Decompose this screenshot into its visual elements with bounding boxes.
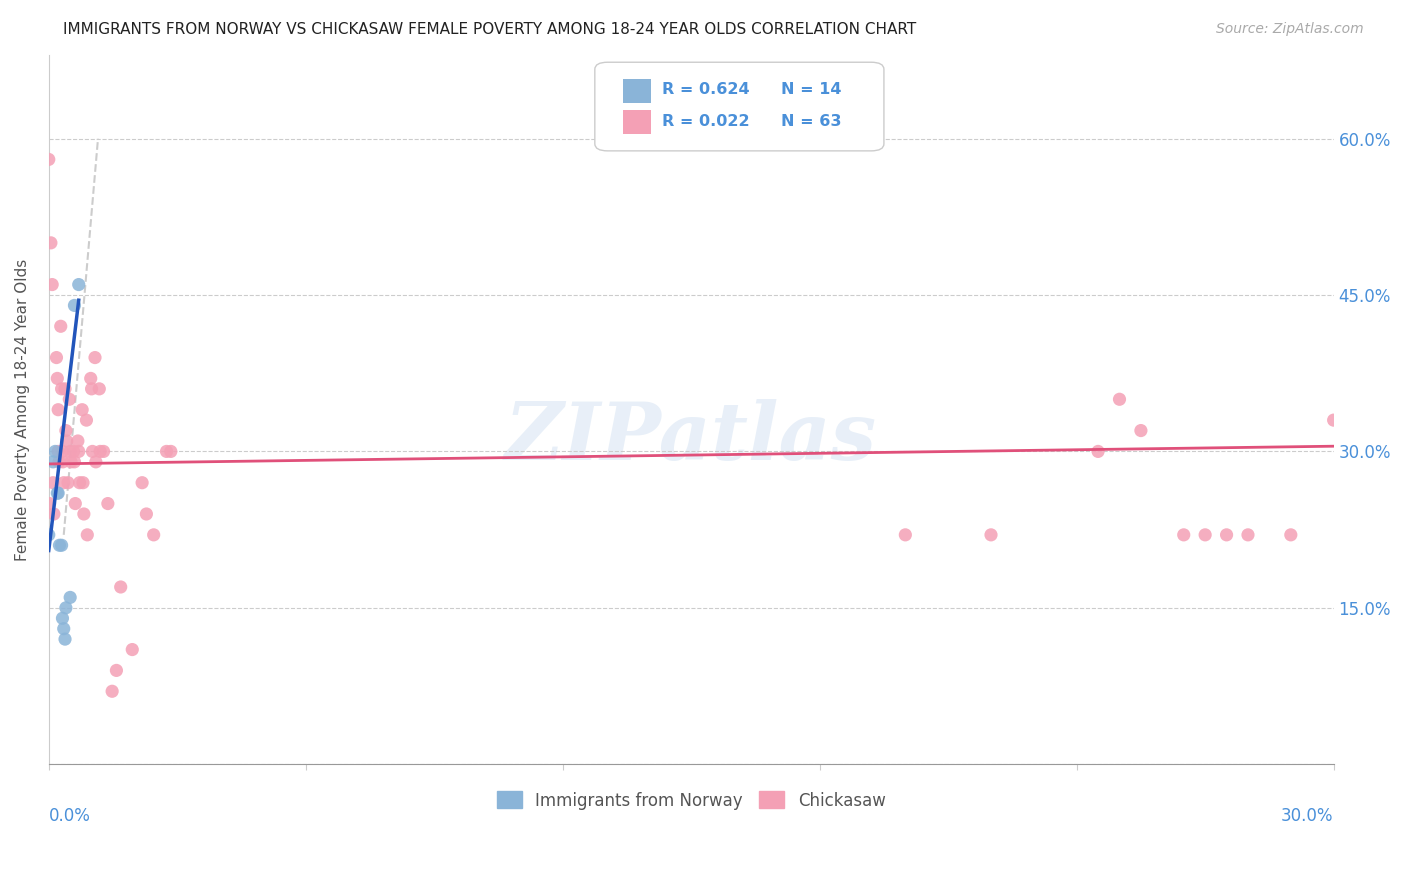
Point [82,444,104,458]
Point [75,413,97,427]
Point [72,475,94,490]
Point [60,455,83,469]
Point [101,684,124,698]
FancyBboxPatch shape [623,111,651,134]
Point [41,277,63,292]
FancyBboxPatch shape [623,79,651,103]
Point [93,444,115,458]
Point [76,528,98,542]
Point [51,611,73,625]
Text: R = 0.624: R = 0.624 [662,82,749,97]
Point [38,528,60,542]
Point [53,632,76,647]
Text: R = 0.022: R = 0.022 [662,113,749,128]
Point [58,392,80,407]
Point [38,497,60,511]
Point [48,538,70,552]
Point [59,444,82,458]
Point [80,382,103,396]
Point [1173,528,1195,542]
FancyBboxPatch shape [595,62,884,151]
Point [67,444,90,458]
Point [52,622,75,636]
Point [894,528,917,542]
Point [155,444,177,458]
Point [67,277,90,292]
Point [52,475,75,490]
Point [142,528,165,542]
Text: N = 63: N = 63 [782,113,842,128]
Text: 0.0%: 0.0% [49,807,90,825]
Text: N = 14: N = 14 [782,82,842,97]
Point [51,382,73,396]
Point [73,507,96,521]
Point [46,486,69,500]
Text: IMMIGRANTS FROM NORWAY VS CHICKASAW FEMALE POVERTY AMONG 18-24 YEAR OLDS CORRELA: IMMIGRANTS FROM NORWAY VS CHICKASAW FEMA… [63,22,917,37]
Point [66,434,89,448]
Point [1087,444,1109,458]
Point [48,455,70,469]
Point [38,153,60,167]
Text: Source: ZipAtlas.com: Source: ZipAtlas.com [1216,22,1364,37]
Point [80,371,103,385]
Text: 30.0%: 30.0% [1281,807,1334,825]
Point [42,455,65,469]
Point [53,382,76,396]
Point [51,444,73,458]
Point [46,486,69,500]
Point [97,497,120,511]
Point [84,351,107,365]
Point [39,235,62,250]
Point [59,591,82,605]
Legend: Immigrants from Norway, Chickasaw: Immigrants from Norway, Chickasaw [491,785,893,816]
Point [46,444,69,458]
Point [110,580,132,594]
Point [45,351,67,365]
Point [84,455,107,469]
Point [42,475,65,490]
Point [131,475,153,490]
Point [1129,424,1152,438]
Point [1215,528,1237,542]
Point [62,444,84,458]
Point [52,455,75,469]
Point [980,528,1002,542]
Point [63,298,86,312]
Point [44,444,66,458]
Point [89,382,111,396]
Point [69,475,91,490]
Y-axis label: Female Poverty Among 18-24 Year Olds: Female Poverty Among 18-24 Year Olds [15,259,30,561]
Point [1279,528,1302,542]
Point [1194,528,1216,542]
Point [135,507,157,521]
Point [121,642,143,657]
Point [1237,528,1260,542]
Point [55,434,77,448]
Point [1108,392,1130,407]
Point [51,538,73,552]
Point [42,507,65,521]
Text: ZIPatlas: ZIPatlas [505,400,877,477]
Point [1323,413,1346,427]
Point [55,424,77,438]
Point [49,319,72,334]
Point [70,402,93,417]
Point [46,402,69,417]
Point [55,600,77,615]
Point [89,444,111,458]
Point [105,664,128,678]
Point [63,455,86,469]
Point [46,371,69,385]
Point [56,475,79,490]
Point [65,497,87,511]
Point [159,444,181,458]
